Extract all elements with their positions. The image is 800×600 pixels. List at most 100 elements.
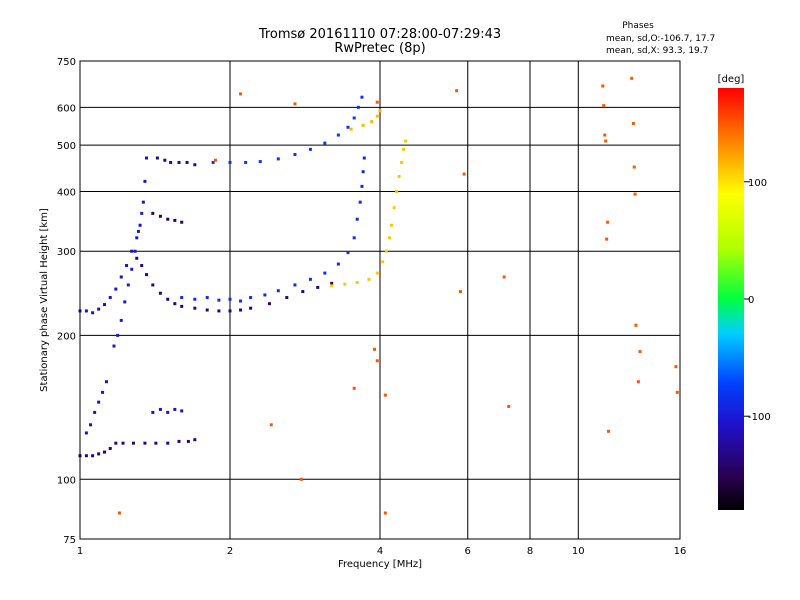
data-point (308, 277, 312, 281)
y-tick-label: 100 (57, 475, 76, 486)
data-point (177, 160, 181, 164)
data-point (267, 302, 271, 306)
data-point (507, 404, 511, 408)
data-point (244, 160, 248, 164)
data-point (634, 323, 638, 327)
data-point (630, 76, 634, 80)
phases-legend-heading: Phases (622, 21, 654, 31)
data-point (402, 147, 406, 151)
data-point (166, 410, 170, 414)
x-axis-ticks: 1 2 4 6 8 10 16 (77, 546, 687, 557)
data-point (112, 344, 116, 348)
data-point (362, 156, 366, 160)
plot-frame (79, 60, 681, 540)
data-point (119, 318, 123, 322)
y-axis-label: Stationary phase Virtual Height [km] (39, 208, 50, 392)
data-point (360, 184, 364, 188)
data-point (675, 390, 679, 394)
y-tick-label: 750 (57, 57, 76, 68)
data-point (349, 127, 353, 131)
data-point (193, 163, 197, 167)
data-point (116, 333, 120, 337)
data-point (602, 104, 606, 108)
data-point (355, 281, 359, 285)
data-point (383, 393, 387, 397)
data-point (330, 281, 334, 285)
data-point (375, 359, 379, 363)
data-point (455, 89, 459, 93)
data-point (133, 249, 137, 253)
data-point (93, 410, 97, 414)
data-point (140, 211, 144, 215)
data-point (361, 170, 365, 174)
data-point (211, 160, 215, 164)
data-point (108, 446, 112, 450)
data-point (383, 511, 387, 515)
data-point (193, 438, 197, 442)
data-point (390, 223, 394, 227)
plot-grid (79, 60, 681, 540)
data-point (217, 309, 221, 313)
data-point (91, 454, 95, 458)
data-point (117, 511, 121, 515)
data-point (388, 236, 392, 240)
colorbar-ticks: 100 0 -100 (744, 178, 771, 423)
phases-legend-o-line: mean, sd,O:-106.7, 17.7 (606, 34, 715, 44)
data-point (343, 282, 347, 286)
data-point (97, 400, 101, 404)
data-point (355, 217, 359, 221)
data-point (173, 407, 177, 411)
y-tick-label: 500 (57, 141, 76, 152)
data-point (121, 441, 125, 445)
data-point (263, 293, 267, 297)
data-point (173, 302, 177, 306)
data-point (293, 102, 297, 106)
data-point (114, 441, 118, 445)
data-point (180, 296, 184, 300)
data-point (130, 249, 134, 253)
data-point (360, 95, 364, 99)
data-point (158, 291, 162, 295)
y-tick-label: 400 (57, 187, 76, 198)
data-point (375, 114, 379, 118)
data-point (375, 100, 379, 104)
data-point (193, 306, 197, 310)
data-point (154, 441, 158, 445)
data-point (400, 160, 404, 164)
x-tick-label: 6 (465, 546, 471, 557)
data-point (346, 125, 350, 129)
data-point (130, 267, 134, 271)
data-point (239, 92, 243, 96)
data-point (151, 211, 155, 215)
x-tick-label: 8 (527, 546, 533, 557)
data-point (135, 256, 139, 260)
chart-subtitle: RwPretec (8p) (334, 41, 425, 56)
data-point (352, 236, 356, 240)
data-point (228, 297, 232, 301)
data-point (458, 290, 462, 294)
data-point (323, 271, 327, 275)
data-point (145, 273, 149, 277)
data-point (403, 139, 407, 143)
data-point (632, 165, 636, 169)
data-point (384, 249, 388, 253)
data-point (103, 450, 107, 454)
y-tick-label: 200 (57, 331, 76, 342)
data-point (370, 120, 374, 124)
y-tick-label: 75 (63, 535, 76, 546)
data-point (601, 84, 605, 88)
data-point (145, 156, 149, 160)
data-point (269, 423, 273, 427)
data-point (352, 116, 356, 120)
data-point (143, 179, 147, 183)
data-point (180, 220, 184, 224)
data-point (151, 410, 155, 414)
data-point (91, 311, 95, 315)
data-point (285, 296, 289, 300)
data-point (249, 296, 253, 300)
data-point (136, 229, 140, 233)
data-point (143, 441, 147, 445)
data-point (185, 160, 189, 164)
data-point (101, 390, 105, 394)
